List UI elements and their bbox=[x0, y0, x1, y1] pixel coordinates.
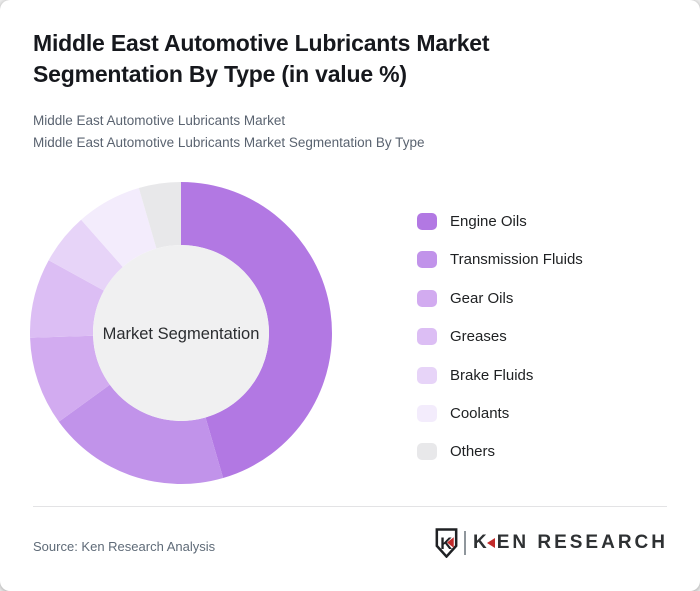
donut-segment-others[interactable] bbox=[138, 182, 181, 249]
ken-research-shield-icon: K bbox=[435, 528, 458, 558]
legend-swatch-icon bbox=[417, 443, 437, 461]
logo-wordmark: K EN RESEARCH bbox=[473, 532, 668, 554]
donut-segment-greases[interactable] bbox=[30, 260, 104, 338]
source-text: Source: Ken Research Analysis bbox=[33, 539, 216, 554]
legend-swatch-icon bbox=[417, 404, 437, 422]
subtitle-line-1: Middle East Automotive Lubricants Market bbox=[33, 113, 286, 128]
legend-item-coolants[interactable]: Coolants bbox=[417, 404, 583, 422]
subtitle-line-2: Middle East Automotive Lubricants Market… bbox=[33, 134, 425, 150]
donut-segment-coolants[interactable] bbox=[81, 188, 157, 267]
legend-label: Transmission Fluids bbox=[450, 251, 583, 269]
legend-swatch-icon bbox=[417, 251, 437, 269]
donut-segment-gear-oils[interactable] bbox=[30, 335, 110, 422]
legend-label: Others bbox=[450, 443, 496, 461]
legend-item-greases[interactable]: Greases bbox=[417, 328, 583, 346]
ken-research-logo: K K EN RESEARCH bbox=[435, 528, 668, 558]
legend-label: Engine Oils bbox=[450, 213, 527, 230]
emblem-letter: K bbox=[440, 535, 452, 553]
wordmark-red-triangle-icon bbox=[486, 538, 495, 548]
legend-swatch-icon bbox=[417, 366, 437, 384]
donut-segment-brake-fluids[interactable] bbox=[48, 219, 123, 291]
donut-center-label: Market Segmentation bbox=[103, 325, 260, 343]
legend-item-brake-fluids[interactable]: Brake Fluids bbox=[417, 366, 583, 384]
wordmark-rest: EN RESEARCH bbox=[496, 532, 668, 553]
donut-segments bbox=[30, 182, 332, 484]
donut-chart-svg: Market Segmentation bbox=[30, 182, 332, 484]
chart-subtitle: Middle East Automotive Lubricants Market… bbox=[33, 110, 424, 153]
legend-label: Brake Fluids bbox=[450, 366, 534, 384]
wordmark-k: K bbox=[472, 532, 490, 553]
legend-label: Gear Oils bbox=[450, 289, 514, 307]
legend-item-others[interactable]: Others bbox=[417, 443, 583, 461]
donut-segment-engine-oils[interactable] bbox=[181, 182, 332, 478]
donut-center-circle bbox=[93, 245, 269, 421]
legend-swatch-icon bbox=[417, 213, 437, 230]
legend-swatch-icon bbox=[417, 289, 437, 307]
legend-label: Coolants bbox=[450, 404, 510, 422]
emblem-red-triangle bbox=[446, 537, 454, 548]
legend-item-gear-oils[interactable]: Gear Oils bbox=[417, 289, 583, 307]
legend-swatch-icon bbox=[417, 328, 437, 346]
footer-divider bbox=[33, 506, 667, 507]
donut-segment-transmission-fluids[interactable] bbox=[58, 384, 224, 484]
logo-divider-bar bbox=[463, 531, 466, 555]
legend-label: Greases bbox=[450, 328, 507, 346]
page-title: Middle East Automotive Lubricants Market… bbox=[33, 30, 490, 87]
legend-item-engine-oils[interactable]: Engine Oils bbox=[417, 213, 583, 230]
legend: Engine Oils Transmission Fluids Gear Oils G… bbox=[417, 213, 583, 461]
legend-item-transmission-fluids[interactable]: Transmission Fluids bbox=[417, 251, 583, 269]
